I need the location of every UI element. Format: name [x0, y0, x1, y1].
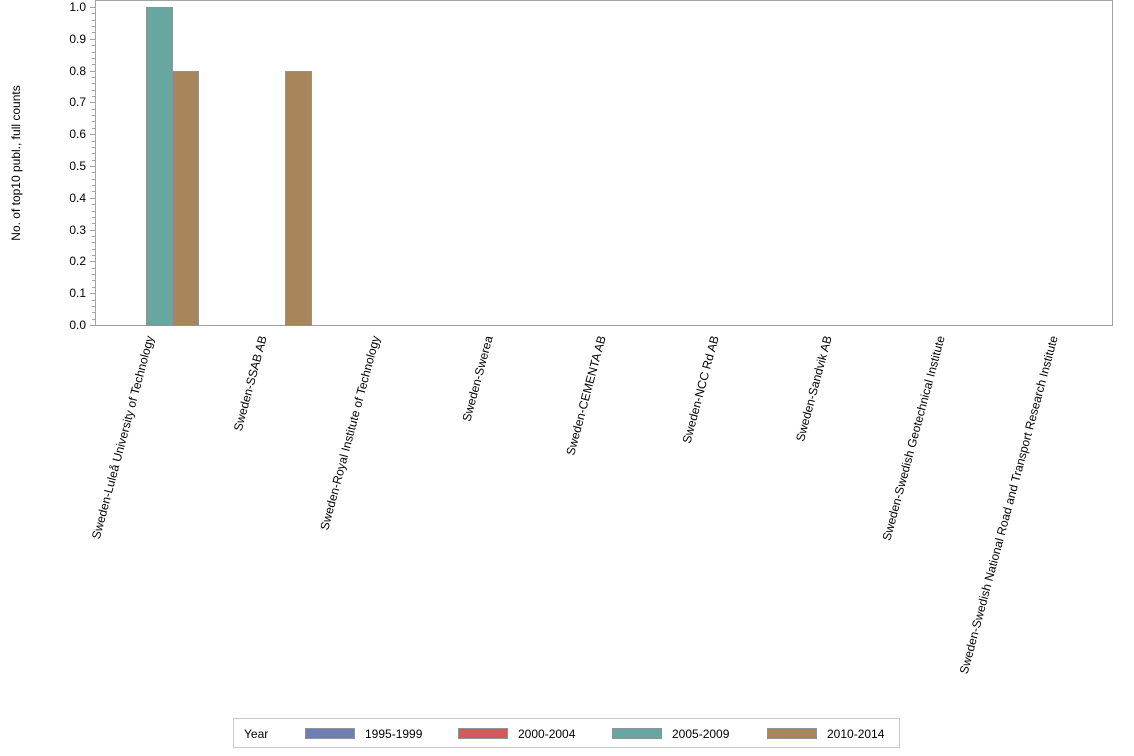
- y-tick-label: 0.3: [69, 223, 86, 237]
- legend: Year 1995-1999 2000-2004 2005-2009 2010-201…: [233, 718, 900, 748]
- bar-2005-2009[interactable]: [146, 7, 173, 326]
- y-tick-label: 0.0: [69, 318, 86, 332]
- legend-label: 2010-2014: [827, 727, 884, 741]
- x-tick-label: Sweden-Sandvik AB: [793, 334, 835, 443]
- x-tick-label: Sweden-Swedish Geotechnical Institute: [880, 334, 948, 542]
- legend-label: 2005-2009: [672, 727, 729, 741]
- x-tick-label: Sweden-CEMENTA AB: [563, 334, 608, 457]
- bar-2010-2014[interactable]: [172, 71, 199, 326]
- y-tick-label: 0.8: [69, 64, 86, 78]
- x-tick-label: Sweden-Swerea: [459, 334, 495, 423]
- y-tick-label: 0.2: [69, 254, 86, 268]
- x-tick-label: Sweden-NCC Rd AB: [680, 334, 722, 445]
- y-tick-label: 1.0: [69, 0, 86, 14]
- bar-2010-2014[interactable]: [285, 71, 312, 326]
- x-tick-label: Sweden-SSAB AB: [231, 334, 270, 432]
- y-tick-label: 0.7: [69, 95, 86, 109]
- legend-swatch: [612, 728, 662, 739]
- legend-swatch: [458, 728, 508, 739]
- x-tick-label: Sweden-Royal Institute of Technology: [317, 334, 382, 531]
- y-tick-label: 0.5: [69, 159, 86, 173]
- plot-area: [95, 0, 1113, 326]
- legend-title: Year: [244, 727, 268, 741]
- legend-label: 1995-1999: [365, 727, 422, 741]
- y-tick-label: 0.9: [69, 32, 86, 46]
- y-axis-title: No. of top10 publ., full counts: [9, 85, 23, 240]
- y-tick-label: 0.6: [69, 127, 86, 141]
- legend-swatch: [767, 728, 817, 739]
- y-tick-label: 0.1: [69, 286, 86, 300]
- x-tick-label: Sweden-Luleå University of Technology: [88, 334, 156, 540]
- y-tick-label: 0.4: [69, 191, 86, 205]
- x-tick-label: Sweden-Swedish National Road and Transpo…: [957, 334, 1061, 675]
- legend-label: 2000-2004: [518, 727, 575, 741]
- legend-swatch: [305, 728, 355, 739]
